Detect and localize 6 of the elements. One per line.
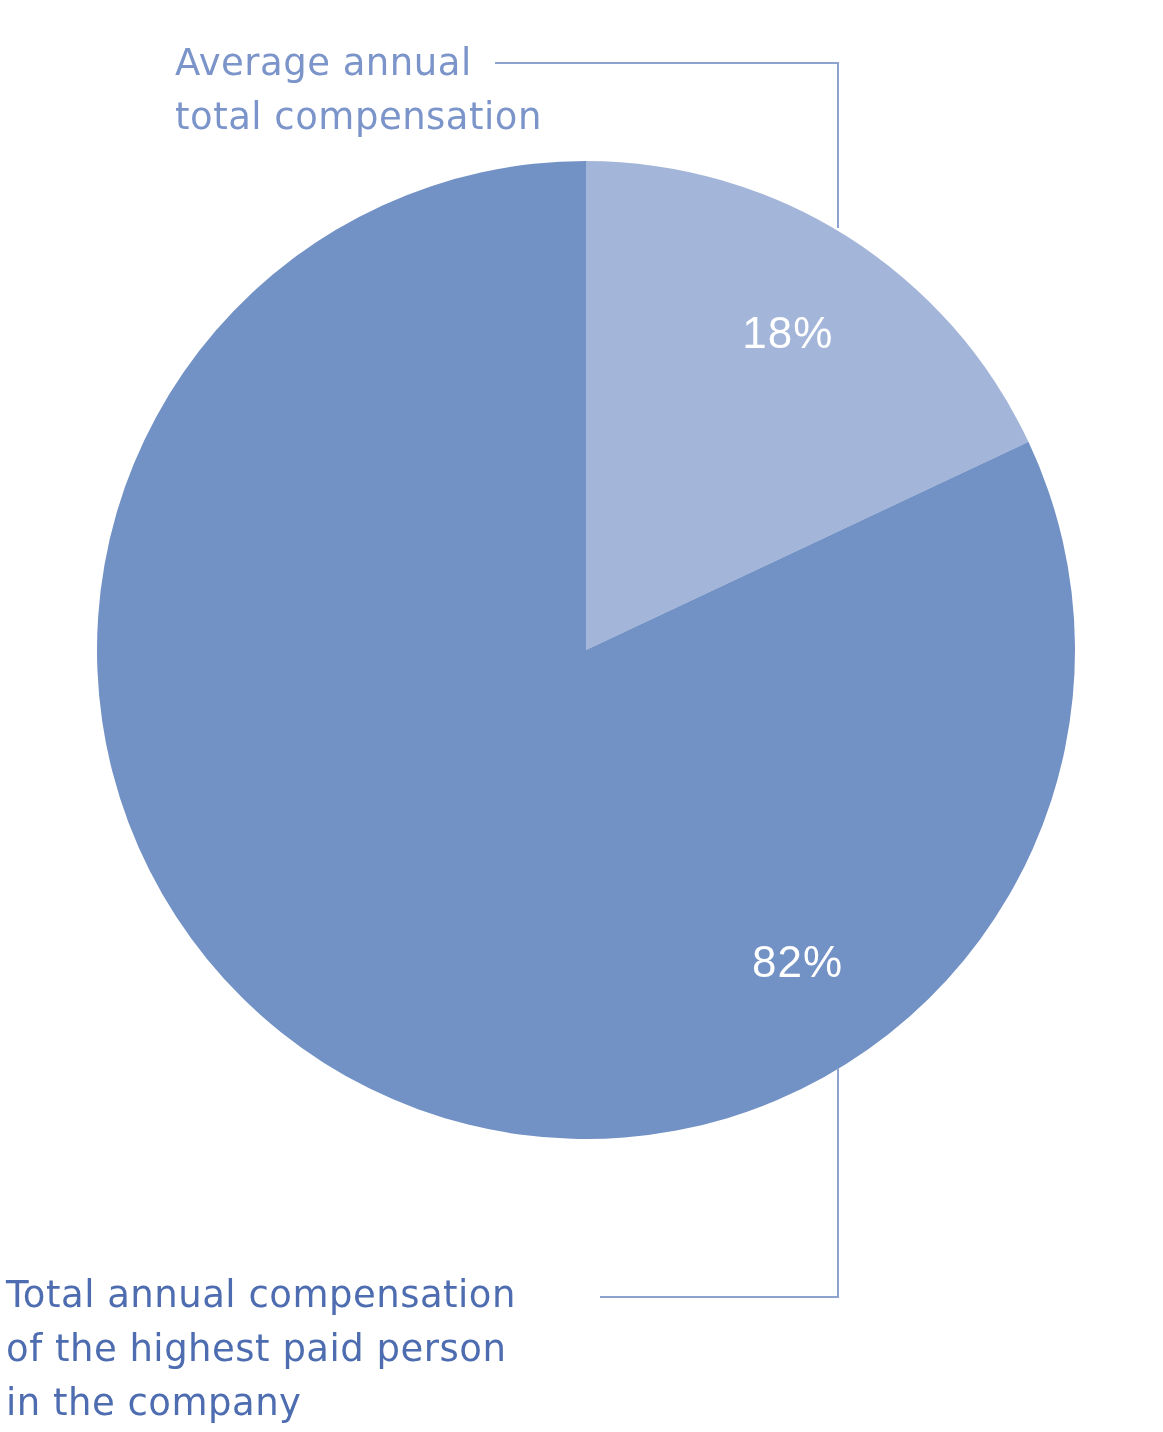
- data-label: 82%: [752, 936, 844, 986]
- slice-label: Total annual compensation of the highest paid person in the company: [6, 1272, 516, 1426]
- data-label: 18%: [742, 307, 834, 357]
- pie-slice: [586, 161, 1029, 650]
- pie-slice: [97, 161, 1075, 1139]
- slice-label: Average annual total compensation: [175, 40, 542, 140]
